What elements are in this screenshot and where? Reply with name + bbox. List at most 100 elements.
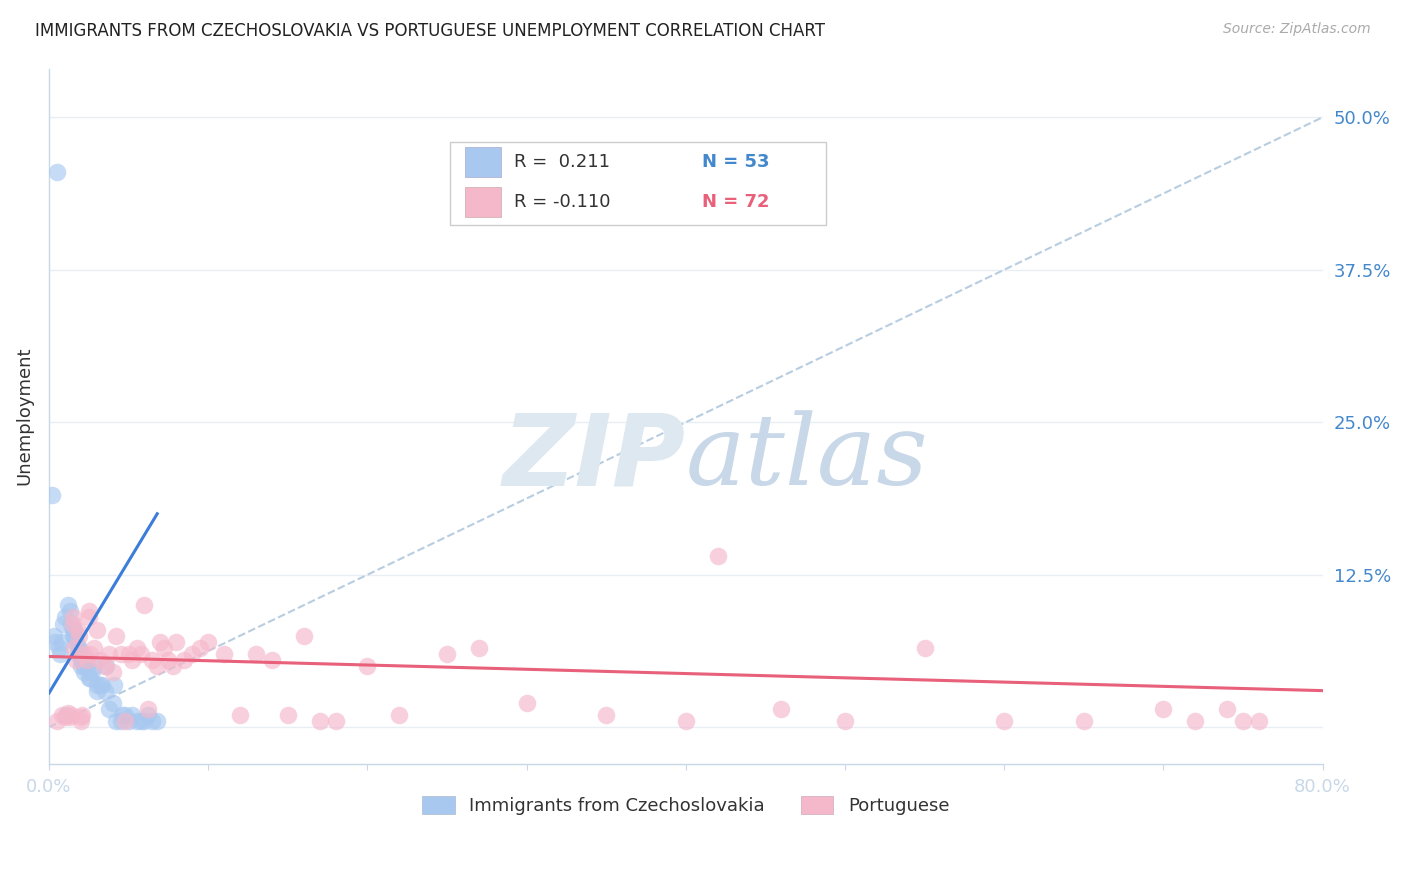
Point bbox=[62, 623, 84, 637]
Point bbox=[89, 677, 111, 691]
Point bbox=[260, 653, 283, 667]
Point bbox=[69, 659, 91, 673]
Point bbox=[76, 659, 98, 673]
Point bbox=[63, 640, 86, 655]
Point bbox=[131, 647, 153, 661]
Point bbox=[83, 659, 105, 673]
Point bbox=[595, 708, 617, 723]
Point bbox=[89, 653, 111, 667]
Point bbox=[141, 653, 163, 667]
Text: N = 72: N = 72 bbox=[702, 193, 769, 211]
Point bbox=[59, 604, 82, 618]
Point bbox=[117, 714, 139, 728]
Point bbox=[63, 629, 86, 643]
Point bbox=[67, 629, 90, 643]
Point bbox=[62, 616, 84, 631]
Point bbox=[181, 647, 204, 661]
Point bbox=[675, 714, 697, 728]
Point bbox=[1216, 702, 1239, 716]
Point bbox=[77, 672, 100, 686]
Point bbox=[48, 640, 70, 655]
Text: R = -0.110: R = -0.110 bbox=[513, 193, 610, 211]
Point bbox=[55, 708, 77, 723]
Text: IMMIGRANTS FROM CZECHOSLOVAKIA VS PORTUGUESE UNEMPLOYMENT CORRELATION CHART: IMMIGRANTS FROM CZECHOSLOVAKIA VS PORTUG… bbox=[35, 22, 825, 40]
Point bbox=[111, 708, 134, 723]
Point bbox=[516, 696, 538, 710]
Point bbox=[134, 714, 156, 728]
Point bbox=[62, 610, 84, 624]
Point bbox=[1073, 714, 1095, 728]
Point bbox=[66, 623, 89, 637]
Point bbox=[212, 647, 235, 661]
Text: N = 53: N = 53 bbox=[702, 153, 769, 171]
Point bbox=[121, 708, 143, 723]
Point bbox=[65, 635, 87, 649]
Point bbox=[45, 714, 67, 728]
Point bbox=[104, 629, 127, 643]
Text: atlas: atlas bbox=[686, 410, 928, 506]
Point bbox=[110, 714, 132, 728]
Point bbox=[66, 640, 89, 655]
Point bbox=[117, 647, 139, 661]
Point bbox=[325, 714, 347, 728]
Point bbox=[1152, 702, 1174, 716]
Point bbox=[56, 599, 79, 613]
Point bbox=[356, 659, 378, 673]
Point bbox=[76, 653, 98, 667]
Point bbox=[914, 640, 936, 655]
Y-axis label: Unemployment: Unemployment bbox=[15, 347, 32, 485]
Point bbox=[101, 665, 124, 680]
Point bbox=[80, 665, 103, 680]
Point bbox=[73, 647, 96, 661]
Point bbox=[110, 647, 132, 661]
Point bbox=[101, 696, 124, 710]
Point bbox=[229, 708, 252, 723]
Point bbox=[125, 640, 148, 655]
Legend: Immigrants from Czechoslovakia, Portuguese: Immigrants from Czechoslovakia, Portugue… bbox=[413, 788, 959, 824]
Point bbox=[69, 653, 91, 667]
Text: R =  0.211: R = 0.211 bbox=[513, 153, 610, 171]
Text: Source: ZipAtlas.com: Source: ZipAtlas.com bbox=[1223, 22, 1371, 37]
Point bbox=[90, 677, 112, 691]
Point bbox=[72, 708, 94, 723]
FancyBboxPatch shape bbox=[465, 147, 501, 177]
Point bbox=[146, 714, 169, 728]
Point bbox=[173, 653, 195, 667]
Point bbox=[103, 677, 125, 691]
Point bbox=[96, 659, 118, 673]
Point bbox=[1232, 714, 1254, 728]
Point bbox=[770, 702, 793, 716]
Point bbox=[63, 623, 86, 637]
Point bbox=[60, 708, 83, 723]
Point bbox=[114, 708, 136, 723]
Point bbox=[86, 677, 108, 691]
Point bbox=[98, 647, 121, 661]
Point bbox=[292, 629, 315, 643]
Point bbox=[136, 708, 159, 723]
Point bbox=[83, 640, 105, 655]
Point bbox=[141, 714, 163, 728]
Point bbox=[45, 165, 67, 179]
Point bbox=[79, 647, 101, 661]
Point bbox=[86, 683, 108, 698]
Point bbox=[44, 635, 66, 649]
Point bbox=[73, 659, 96, 673]
Point bbox=[93, 659, 115, 673]
Point bbox=[146, 659, 169, 673]
FancyBboxPatch shape bbox=[450, 142, 825, 225]
Point bbox=[114, 714, 136, 728]
Point bbox=[152, 640, 174, 655]
Point bbox=[69, 714, 91, 728]
Point bbox=[53, 610, 76, 624]
Point bbox=[134, 599, 156, 613]
Point bbox=[188, 640, 211, 655]
Point bbox=[41, 488, 63, 502]
Point bbox=[69, 710, 91, 724]
Point bbox=[73, 665, 96, 680]
Point bbox=[104, 714, 127, 728]
Point bbox=[77, 604, 100, 618]
Point bbox=[67, 640, 90, 655]
Point bbox=[79, 672, 101, 686]
Point bbox=[69, 647, 91, 661]
Point bbox=[53, 710, 76, 724]
